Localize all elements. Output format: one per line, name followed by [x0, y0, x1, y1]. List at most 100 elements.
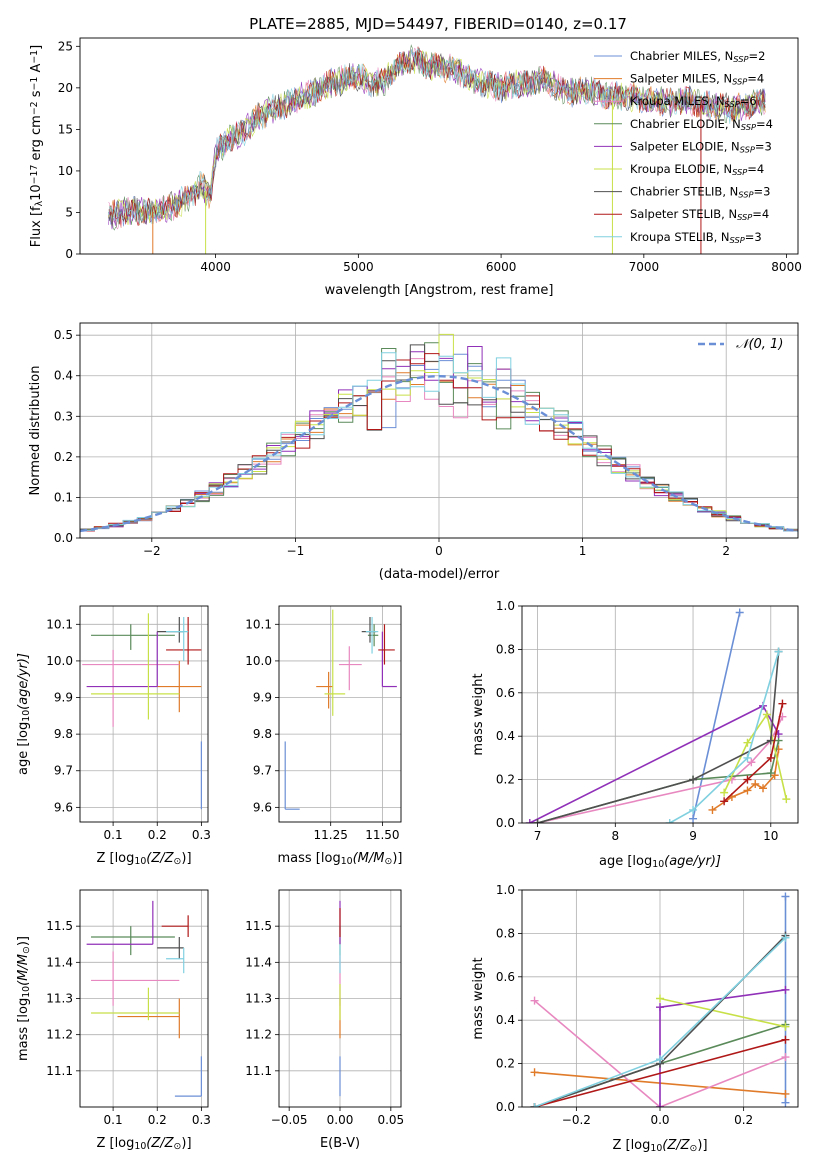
y-tick-label: 0.4	[54, 369, 73, 383]
errorbar-kroupa-elodie	[91, 613, 180, 720]
y-tick-label: 11.2	[46, 1028, 73, 1042]
y-tick-label: 11.4	[46, 955, 73, 969]
legend-label: Kroupa MILES, NSSP=6	[630, 94, 757, 109]
weight_vs_age-plot	[525, 608, 791, 823]
y-tick-label: 9.8	[253, 727, 272, 741]
series-salpeter-elodie	[525, 701, 783, 823]
data-point	[766, 753, 775, 762]
weight_vs_age-xlabel: age [log10(age/yr)]	[599, 854, 721, 870]
data-point	[656, 1055, 664, 1064]
errorbar-chabrier-stelib	[157, 937, 184, 959]
data-point	[781, 1098, 790, 1107]
legend-label: Chabrier ELODIE, NSSP=4	[630, 117, 773, 132]
x-tick-label: 0.3	[192, 828, 211, 842]
age_vs_Z-frame	[79, 605, 209, 823]
spectrum-frame	[79, 37, 799, 255]
legend-label: Kroupa STELIB, NSSP=3	[630, 230, 762, 245]
x-tick-label: 0.00	[327, 1113, 354, 1127]
data-point	[689, 775, 698, 784]
series-chabrier-stelib	[533, 647, 783, 823]
data-point	[781, 933, 790, 942]
data-point	[781, 892, 790, 901]
errorbar-chabrier-elodie	[91, 926, 175, 956]
data-point	[774, 647, 783, 656]
series-kroupa-elodie	[656, 994, 790, 1031]
data-point	[781, 985, 790, 994]
data-point	[759, 784, 768, 793]
data-point	[751, 779, 760, 788]
data-point	[720, 788, 729, 797]
data-point	[656, 994, 664, 1003]
y-tick-label: 11.5	[46, 919, 73, 933]
weight_vs_Z-xlabel: Z [log10(Z/Z⊙)]	[612, 1138, 707, 1154]
y-tick-label: 0.2	[496, 773, 515, 787]
data-point	[781, 1022, 790, 1031]
y-tick-label: 0	[65, 247, 73, 261]
x-tick-label: −0.05	[271, 1113, 308, 1127]
x-tick-label: 0.3	[192, 1113, 211, 1127]
errorbar-salpeter-stelib	[161, 915, 189, 938]
age_vs_mass-frame	[278, 605, 402, 823]
data-point	[708, 805, 717, 814]
histogram-ylabel: Normed distribution	[28, 366, 43, 496]
data-point	[735, 608, 744, 617]
y-tick-label: 0.0	[54, 531, 73, 545]
x-tick-label: 4000	[200, 260, 231, 274]
x-tick-label: 7	[534, 829, 542, 843]
data-point	[689, 805, 698, 814]
spectrum-plot	[108, 44, 766, 254]
spectrum-legend: Chabrier MILES, NSSP=2 Salpeter MILES, NS…	[594, 49, 773, 245]
legend-label: Salpeter STELIB, NSSP=4	[630, 207, 769, 222]
legend-label: Salpeter ELODIE, NSSP=3	[630, 139, 772, 154]
errorbar-salpeter-elodie	[86, 900, 154, 945]
series-salpeter-miles	[708, 745, 783, 814]
legend-label: Salpeter MILES, NSSP=4	[630, 72, 764, 87]
data-point	[782, 795, 791, 804]
y-tick-label: 15	[58, 122, 73, 136]
y-tick-label: 0.5	[54, 328, 73, 342]
data-point	[720, 797, 729, 806]
x-tick-label: 9	[689, 829, 697, 843]
weight_vs_age-axes: 7 8 9 10 0.0 0.2 0.4 0.6 0.8 1.0	[496, 599, 798, 843]
data-point	[762, 710, 771, 719]
y-tick-label: 11.2	[245, 1028, 272, 1042]
errorbar-salpeter-elodie	[381, 631, 397, 688]
spectrum-line-salpeter-stelib	[108, 46, 766, 226]
data-point	[743, 775, 752, 784]
data-point	[530, 996, 539, 1005]
errorbar-chabrier-stelib	[157, 616, 184, 643]
y-tick-label: 1.0	[496, 599, 515, 613]
mass_vs_ebv-xlabel: E(B-V)	[320, 1136, 360, 1151]
data-point	[778, 699, 787, 708]
spectrum-line-kroupa-stelib	[108, 48, 766, 225]
histogram-plot	[80, 333, 798, 534]
data-point	[781, 1035, 790, 1044]
age_vs_mass-plot	[284, 609, 397, 810]
x-tick-label: 0.0	[650, 1113, 669, 1127]
y-tick-label: 9.8	[54, 727, 73, 741]
x-tick-label: 0.05	[377, 1113, 404, 1127]
y-tick-label: 9.6	[54, 800, 73, 814]
y-tick-label: 9.9	[54, 691, 73, 705]
errorbar-chabrier-miles	[174, 1056, 202, 1097]
data-point	[743, 786, 752, 795]
data-point	[781, 1053, 790, 1062]
age_vs_Z-axes: 0.1 0.2 0.3 9.6 9.7 9.8 9.9 10.0 10.1	[46, 606, 211, 842]
y-tick-label: 10.1	[245, 617, 272, 631]
series-line	[723, 703, 784, 802]
x-tick-label: 7000	[629, 260, 660, 274]
data-point	[665, 819, 674, 823]
histogram-step-kroupa-stelib	[80, 352, 798, 533]
histogram-legend-label: 𝒩(0, 1)	[736, 337, 783, 352]
series-chabrier-miles	[781, 892, 790, 1107]
y-tick-label: 9.7	[253, 764, 272, 778]
y-tick-label: 11.1	[245, 1064, 272, 1078]
data-point	[530, 1103, 539, 1107]
errorbar-kroupa-miles	[338, 646, 362, 691]
mass_vs_ebv-frame	[278, 889, 402, 1108]
data-point	[656, 1103, 664, 1107]
spectrum-xlabel: wavelength [Angstrom, rest frame]	[325, 283, 554, 298]
age_vs_Z-plot	[82, 613, 202, 810]
y-tick-label: 0.1	[54, 490, 73, 504]
